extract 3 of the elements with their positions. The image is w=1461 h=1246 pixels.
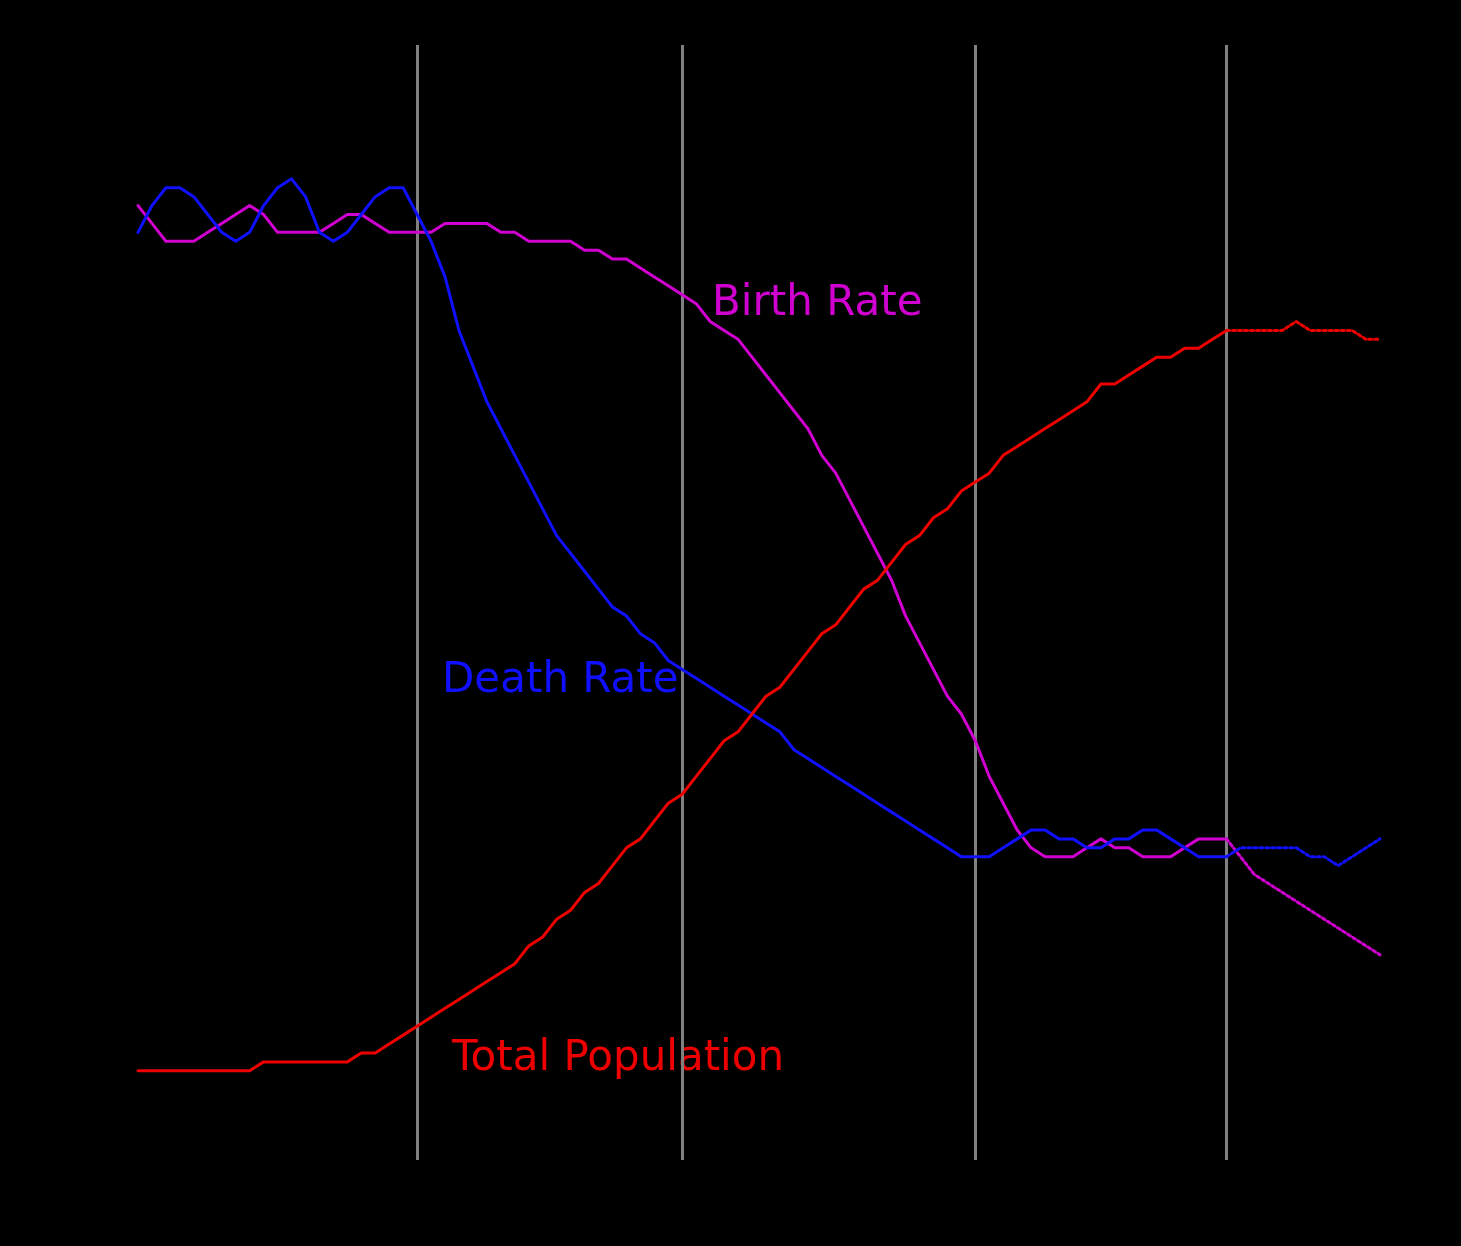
series-label: Birth Rate xyxy=(712,275,923,325)
series-label: Total Population xyxy=(451,1030,785,1080)
series-label: Death Rate xyxy=(442,652,679,702)
